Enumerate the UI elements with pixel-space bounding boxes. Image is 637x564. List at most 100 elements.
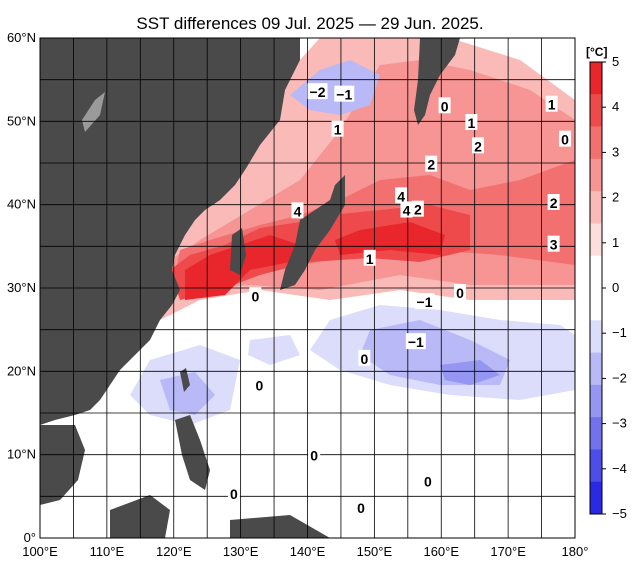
longitude-tick-label: 160°E [423,544,459,559]
contour-label: 1 [334,122,342,138]
colorbar-tick-label: 2 [612,190,619,205]
colorbar-tick-label: −4 [612,461,627,476]
asia-mainland [40,38,300,425]
contour-label-background [363,249,376,266]
sakhalin [82,92,105,132]
colorbar-swatch [590,255,602,289]
contour-label: 0 [357,500,365,516]
contour-label: −1 [336,87,352,103]
contour-label: 1 [467,115,475,131]
contour-label-background [253,376,266,393]
sst-field [40,38,575,538]
anomaly-band-plus5 [185,235,300,300]
colorbar-swatches [589,61,603,515]
longitude-tick-label: 120°E [156,544,192,559]
longitude-tick-label: 130°E [223,544,259,559]
colorbar-swatch [590,481,602,515]
colorbar-swatch [590,352,602,386]
longitude-tick-label: 140°E [290,544,326,559]
anomaly-cold-subtropic-3 [440,360,500,385]
latitude-tick-label: 0° [24,530,36,545]
contour-label-background [331,120,344,137]
colorbar-swatch [590,320,602,353]
contour-label-background [438,97,451,114]
map-grid [40,38,575,538]
colorbar-swatch [590,126,602,160]
colorbar-unit-label: [°C] [586,45,607,59]
contour-label: 0 [251,288,259,304]
contour-label: 4 [403,203,411,219]
colorbar: [°C] 5 4 3 2 1 0 −1 −2 −3 −4 −5 [586,45,627,521]
contour-label-background [421,472,434,489]
colorbar-tick-label: −3 [612,416,627,431]
colorbar-tick-label: −1 [612,325,627,340]
plot-frame [39,37,576,539]
colorbar-tick-labels: 5 4 3 2 1 0 −1 −2 −3 −4 −5 [602,54,627,521]
latitude-tick-label: 30°N [7,280,36,295]
contour-label: 1 [548,97,556,113]
colorbar-swatch [590,417,602,450]
anomaly-core-east [335,222,445,255]
contour-label: 2 [474,138,482,154]
longitude-tick-label: 100°E [22,544,58,559]
contour-label-background [465,114,478,130]
longitude-tick-label: 150°E [357,544,393,559]
longitude-tick-label: 110°E [90,544,125,559]
colorbar-tick-label: 5 [612,54,619,69]
contour-label-background [249,287,262,304]
contour-label: 0 [310,448,318,464]
kamchatka [414,38,460,125]
latitude-tick-labels: 60°N 50°N 40°N 30°N 20°N 10°N 0° [7,30,36,545]
contour-label: 0 [230,486,238,502]
contour-label-background [308,446,321,463]
contour-label: 2 [427,157,435,173]
colorbar-tick-label: 0 [612,280,619,295]
contour-label: 0 [255,378,263,394]
colorbar-tick-label: 3 [612,144,619,159]
contour-label-background [545,95,558,112]
contour-label: −1 [408,334,424,350]
contour-label: −2 [310,84,326,100]
korea [230,228,246,275]
contour-label-background [355,499,367,515]
longitude-tick-label: 180° [562,544,589,559]
colorbar-tick-label: 1 [612,235,619,250]
taiwan [180,368,190,392]
new-guinea [230,515,330,538]
colorbar-tick-label: −5 [612,506,627,521]
contour-label: 0 [441,98,449,114]
contour-label-background [227,484,240,501]
latitude-tick-label: 40°N [7,197,36,212]
contour-label: −1 [417,294,433,310]
contour-label-background [307,83,328,100]
latitude-tick-label: 50°N [7,113,36,128]
contour-label-background [411,200,424,217]
contour-label: 1 [366,251,374,267]
colorbar-tick-label: 4 [612,99,619,114]
contour-label-background [395,187,408,204]
contour-label: 4 [397,188,405,204]
latitude-tick-label: 10°N [7,447,36,462]
longitude-tick-label: 170°E [490,544,526,559]
colorbar-swatch [590,158,602,192]
colorbar-swatch [590,62,602,95]
contour-label-background [414,293,435,310]
japan [280,175,345,290]
longitude-tick-labels: 100°E 110°E 120°E 130°E 140°E 150°E 160°E 170°E… [22,544,588,559]
contour-label-background [334,85,355,102]
contour-label-background [453,284,466,300]
contour-label-background [405,333,426,350]
contour-label: 4 [294,203,302,219]
latitude-tick-label: 60°N [7,30,36,45]
contour-label-background [425,155,438,172]
contour-label-background [400,201,413,218]
contour-label: 0 [456,285,464,301]
contour-label: 2 [414,202,422,218]
colorbar-swatch [590,384,602,418]
contour-label-background [291,202,304,219]
colorbar-swatch [590,191,602,224]
colorbar-tick-label: −2 [612,370,627,385]
map-title: SST differences 09 Jul. 2025 — 29 Jun. 2… [136,14,484,33]
